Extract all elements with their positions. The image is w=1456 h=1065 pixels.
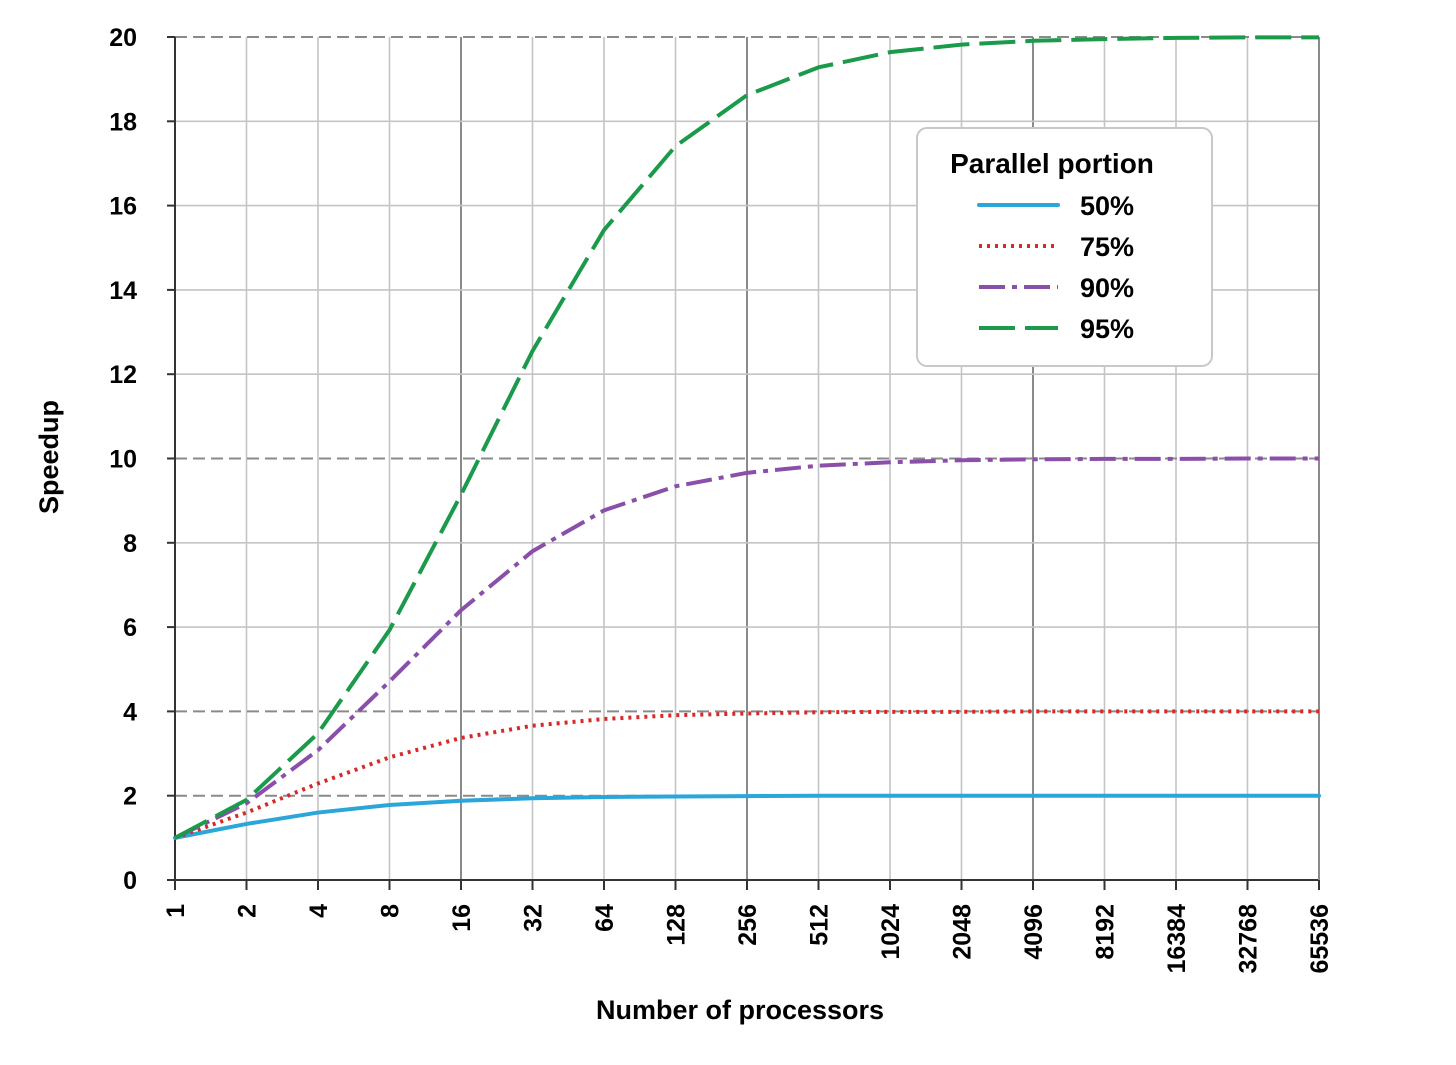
x-tick-label: 64 [591, 904, 619, 932]
legend-label: 50% [1080, 191, 1134, 221]
y-tick-label: 20 [109, 24, 137, 52]
x-tick-label: 32 [520, 904, 548, 932]
x-tick-label: 16 [448, 904, 476, 932]
y-tick-label: 14 [109, 277, 137, 305]
y-axis-ticks: 0 2 4 6 8 10 12 14 16 18 20 [109, 24, 175, 895]
y-tick-label: 16 [109, 193, 137, 221]
x-tick-label: 512 [806, 904, 834, 946]
legend-label: 75% [1080, 232, 1134, 262]
series-line [174, 35, 1319, 840]
y-tick-label: 6 [123, 614, 137, 642]
y-tick-label: 10 [109, 446, 137, 474]
x-tick-label: 32768 [1235, 904, 1263, 974]
legend-label: 90% [1080, 273, 1134, 303]
x-axis-ticks: 1 2 4 8 16 32 64 128 256 512 1024 2048 4096 8192 16384… [162, 880, 1334, 974]
x-tick-label: 1024 [877, 904, 905, 960]
series-line [173, 793, 1321, 840]
x-tick-label: 4096 [1020, 904, 1048, 960]
x-tick-label: 2048 [949, 904, 977, 960]
legend-label: 95% [1080, 314, 1134, 344]
x-axis-title: Number of processors [596, 995, 884, 1025]
x-tick-label: 16384 [1163, 904, 1191, 974]
series-line [174, 456, 1319, 840]
legend: Parallel portion 50% 75% 90% 95% [916, 127, 1213, 367]
y-tick-label: 18 [109, 108, 137, 136]
x-tick-label: 1 [162, 904, 190, 918]
x-tick-label: 256 [734, 904, 762, 946]
legend-items: 50% 75% 90% 95% [977, 191, 1134, 344]
y-tick-label: 8 [123, 530, 137, 558]
y-tick-label: 0 [123, 867, 137, 895]
legend-box [916, 127, 1213, 367]
y-tick-label: 4 [123, 698, 137, 726]
x-tick-label: 65536 [1306, 904, 1334, 974]
x-tick-label: 8 [377, 904, 405, 918]
y-axis-title: Speedup [34, 400, 64, 514]
y-tick-label: 2 [123, 783, 137, 811]
x-tick-label: 2 [234, 904, 262, 918]
y-tick-label: 12 [109, 361, 137, 389]
legend-title: Parallel portion [950, 148, 1154, 179]
x-tick-label: 4 [305, 904, 333, 918]
x-tick-label: 8192 [1092, 904, 1120, 960]
series-layer [173, 35, 1321, 840]
x-tick-label: 128 [663, 904, 691, 946]
